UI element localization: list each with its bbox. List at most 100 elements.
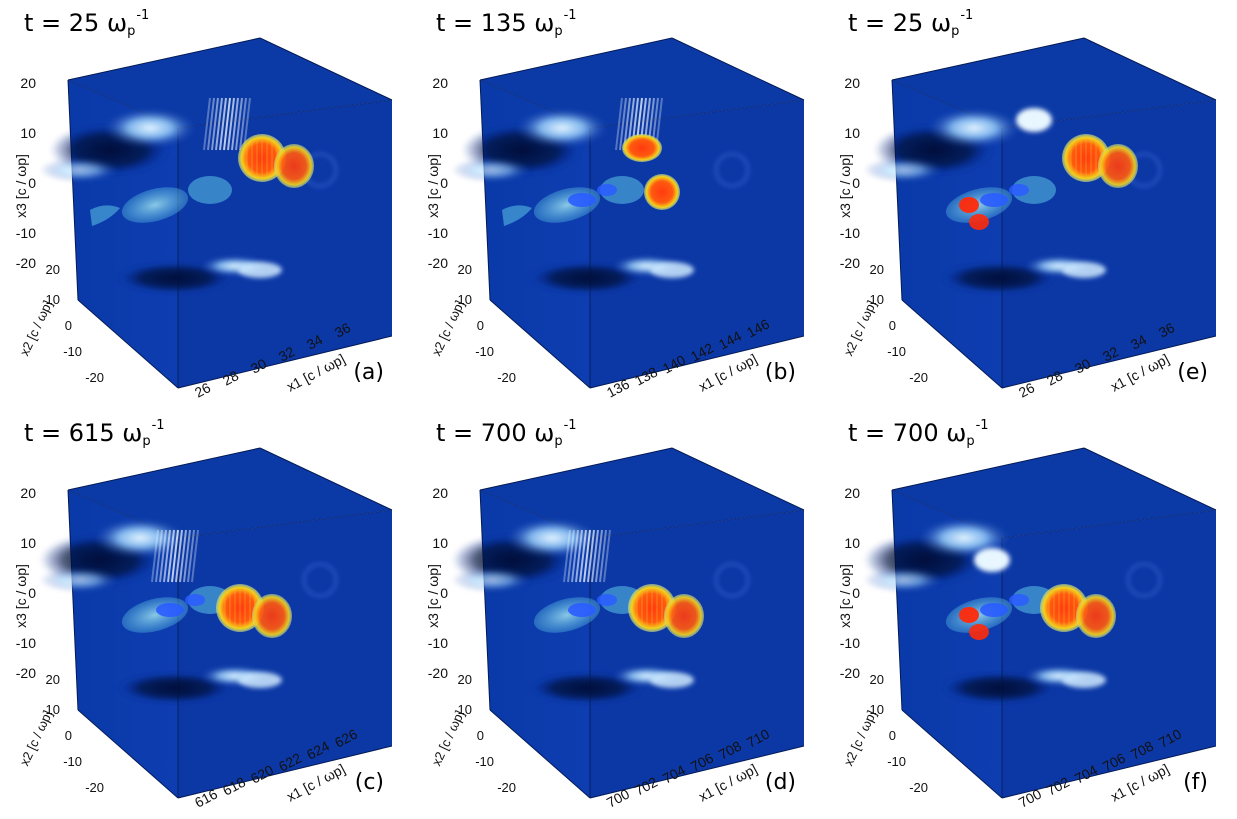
x2-tick-label: 10: [46, 292, 60, 307]
x3-tick-label: -20: [840, 665, 860, 681]
x2-tick-label: 0: [889, 318, 896, 333]
x3-tick-label: 0: [28, 585, 36, 601]
x2-tick-label: 0: [65, 318, 72, 333]
time-unit-sub: p: [951, 24, 960, 39]
x3-tick-label: -20: [840, 255, 860, 271]
electron-bunches: [945, 176, 1056, 230]
time-value: 25: [892, 9, 924, 37]
cube-edges: [891, 447, 1217, 799]
panel-label: (e): [1177, 360, 1208, 385]
time-prefix: t =: [436, 9, 481, 37]
panel-label: (b): [764, 360, 796, 385]
electron-bunches: [502, 176, 644, 226]
time-prefix: t =: [848, 9, 893, 37]
x2-tick-label: 10: [458, 292, 472, 307]
x1-tick-label: 34: [1128, 331, 1149, 353]
x3-tick-label: 10: [20, 125, 36, 141]
time-value: 700: [480, 419, 527, 447]
x1-tick-label: 36: [332, 319, 353, 341]
x2-tick-label: 20: [870, 262, 884, 277]
x2-axis-label: x2 [c / ωp]: [841, 298, 880, 358]
time-label: t = 25 ωp-1: [848, 8, 973, 39]
x3-tick-label: 20: [20, 75, 36, 91]
x3-axis-label: x3 [c / ωp]: [425, 564, 441, 628]
x2-tick-label: 10: [870, 292, 884, 307]
time-label: t = 615 ωp-1: [24, 418, 165, 449]
x2-tick-label: -10: [887, 754, 906, 769]
x3-tick-label: 10: [432, 535, 448, 551]
plasma-projection: [452, 518, 750, 704]
time-unit-sup: -1: [563, 418, 577, 433]
cube-edges: [891, 37, 1217, 389]
x2-tick-label: 20: [870, 672, 884, 687]
panel-f: t = 700 ωp-1 (f) 20 10 0 -10 -20 x3 [c / ωp] 20 1…: [824, 410, 1236, 819]
time-unit: ω: [114, 419, 143, 447]
driver-beam: [238, 134, 314, 188]
x2-tick-label: 20: [458, 672, 472, 687]
time-unit-sup: -1: [975, 418, 989, 433]
x3-axis-label: x3 [c / ωp]: [837, 154, 853, 218]
x2-tick-label: 0: [477, 728, 484, 743]
x1-tick-label: 26: [192, 379, 213, 401]
panel-label: (a): [353, 360, 384, 385]
x3-tick-label: -20: [428, 255, 448, 271]
time-prefix: t =: [848, 419, 893, 447]
x3-tick-label: 20: [844, 485, 860, 501]
electron-bunches: [90, 176, 232, 226]
x2-tick-label: -10: [63, 344, 82, 359]
x3-tick-label: 0: [440, 585, 448, 601]
time-unit-sup: -1: [151, 418, 165, 433]
x2-tick-label: 20: [46, 262, 60, 277]
x3-tick-label: -10: [840, 225, 860, 241]
time-value: 135: [480, 9, 527, 37]
time-prefix: t =: [24, 9, 69, 37]
x2-tick-label: -10: [63, 754, 82, 769]
time-unit-sub: p: [554, 434, 563, 449]
x2-axis-label: x2 [c / ωp]: [429, 298, 468, 358]
x3-tick-label: 20: [20, 485, 36, 501]
x1-tick-label: 26: [1016, 379, 1037, 401]
time-unit-sup: -1: [563, 8, 577, 23]
x2-tick-label: 0: [889, 728, 896, 743]
x3-tick-label: -10: [840, 635, 860, 651]
plasma-projection: [452, 108, 750, 294]
x3-tick-label: 10: [432, 125, 448, 141]
x2-tick-label: 10: [46, 702, 60, 717]
x2-tick-label: 10: [870, 702, 884, 717]
laser-stripes: [615, 97, 663, 151]
x3-tick-label: -20: [16, 255, 36, 271]
driver-beam: [216, 584, 292, 638]
time-unit: ω: [526, 419, 555, 447]
x3-tick-label: 20: [844, 75, 860, 91]
laser-stripes: [203, 97, 251, 151]
x2-tick-label: 10: [458, 702, 472, 717]
x2-axis-label: x2 [c / ωp]: [17, 708, 56, 768]
panel-b: t = 135 ωp-1 (b) 20 10 0 -10 -20 x3 [c / ωp] 20 1…: [412, 0, 824, 409]
time-unit-sub: p: [127, 24, 136, 39]
x1-tick-label: 32: [276, 343, 297, 365]
x3-tick-label: -20: [16, 665, 36, 681]
plasma-projection: [864, 518, 1162, 704]
x1-tick-label: 30: [1072, 355, 1093, 377]
driver-beam: [622, 134, 680, 210]
x2-axis-label: x2 [c / ωp]: [17, 298, 56, 358]
plasma-projection: [864, 108, 1162, 294]
panel-a: t = 25 ωp-1 (a) 20 10 0 -10 -20 x3 [c / ωp] 20 10…: [0, 0, 412, 409]
x3-tick-label: -20: [428, 665, 448, 681]
time-unit: ω: [526, 9, 555, 37]
x3-tick-label: 0: [440, 175, 448, 191]
x3-tick-label: 0: [852, 175, 860, 191]
x2-tick-label: 0: [65, 728, 72, 743]
x1-tick-label: 28: [220, 367, 241, 389]
electron-bunches: [945, 586, 1056, 640]
x3-axis-label: x3 [c / ωp]: [837, 564, 853, 628]
time-label: t = 700 ωp-1: [848, 418, 989, 449]
x1-tick-label: 28: [1044, 367, 1065, 389]
x3-tick-label: 10: [844, 125, 860, 141]
time-prefix: t =: [24, 419, 69, 447]
x2-tick-label: 0: [477, 318, 484, 333]
x3-tick-label: 20: [432, 485, 448, 501]
